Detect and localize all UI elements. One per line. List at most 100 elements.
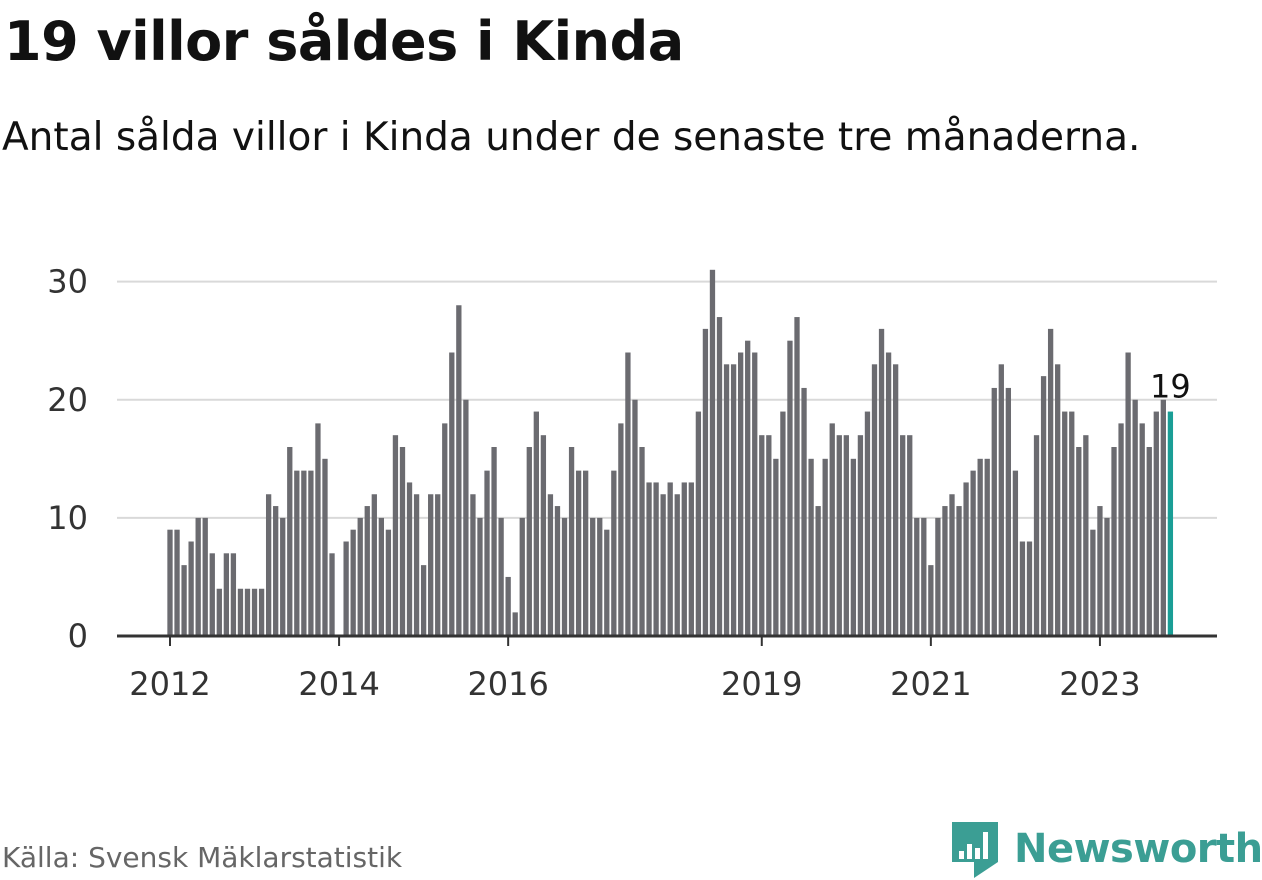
bar [265, 494, 272, 636]
bar [780, 411, 786, 636]
bar [639, 447, 645, 636]
bar [315, 423, 321, 637]
last-value-label: 19 [1150, 368, 1191, 406]
bar [470, 494, 476, 636]
bar [357, 517, 363, 637]
newsworthy-logo-icon [952, 822, 998, 878]
bar [1062, 411, 1068, 636]
bar [237, 588, 244, 636]
bar [491, 447, 497, 636]
bar [329, 553, 335, 636]
bar [1090, 529, 1096, 636]
bar [258, 588, 265, 636]
bar [195, 517, 201, 637]
bar [428, 494, 434, 636]
bar [1160, 399, 1166, 636]
bar [667, 482, 673, 636]
x-tick-label: 2014 [298, 665, 379, 703]
bar [871, 364, 878, 636]
bar [223, 553, 230, 636]
bar [1139, 423, 1145, 637]
bar [561, 517, 568, 637]
bar [442, 423, 448, 637]
bar [568, 447, 575, 636]
bar [822, 458, 828, 636]
bar [378, 517, 384, 637]
bar [1040, 376, 1047, 637]
bar [477, 517, 483, 637]
chart-title: 19 villor såldes i Kinda [4, 10, 684, 73]
bar [653, 482, 659, 636]
bar [745, 340, 751, 636]
bar [900, 435, 906, 636]
bar [864, 411, 871, 636]
bar [808, 458, 814, 636]
y-tick-label: 10 [47, 499, 88, 537]
bar [977, 458, 983, 636]
bar [484, 470, 490, 637]
bar [301, 470, 307, 637]
bar [554, 506, 561, 636]
bar [1005, 387, 1012, 636]
bar [512, 612, 518, 637]
y-tick-label: 20 [47, 381, 88, 419]
bar [498, 517, 504, 637]
bar [343, 541, 349, 636]
x-tick-label: 2016 [467, 665, 548, 703]
x-tick-label: 2021 [890, 665, 971, 703]
bar [1083, 435, 1089, 636]
bar [970, 470, 976, 637]
y-tick-label: 0 [68, 617, 88, 655]
bar [406, 482, 413, 636]
bar [216, 588, 222, 636]
bar-highlight [1167, 411, 1174, 636]
bar [794, 317, 800, 636]
bar [914, 517, 920, 637]
bar [998, 364, 1004, 636]
bar [435, 494, 441, 636]
bar [188, 541, 194, 636]
bar [519, 517, 525, 637]
bar [1125, 352, 1131, 636]
bar [907, 435, 913, 636]
bar [632, 399, 638, 636]
bar [575, 470, 582, 637]
newsworthy-logo[interactable]: Newsworthy [950, 818, 1262, 880]
bar [752, 352, 758, 636]
bar [505, 576, 511, 636]
bar [230, 553, 237, 636]
bar [829, 423, 835, 637]
bar [921, 517, 927, 637]
bar [547, 494, 554, 636]
bar [695, 411, 702, 636]
source-note: Källa: Svensk Mäklarstatistik [2, 841, 403, 874]
bar [371, 494, 377, 636]
bar [181, 565, 187, 637]
bar [1153, 411, 1159, 636]
bar [385, 529, 392, 636]
bar [674, 494, 680, 636]
bar [280, 517, 286, 637]
bar [392, 435, 399, 636]
bar [526, 447, 532, 636]
bar [625, 352, 631, 636]
bar [456, 305, 462, 636]
bar [597, 517, 603, 637]
bar [702, 328, 709, 637]
brand-name: Newsworthy [1014, 826, 1262, 872]
bar [857, 435, 864, 636]
bar [716, 317, 723, 636]
x-tick-label: 2023 [1059, 665, 1140, 703]
bar [709, 269, 716, 636]
bar [660, 494, 666, 636]
bar [350, 529, 356, 636]
bar [892, 364, 899, 636]
bar [1047, 328, 1054, 637]
y-tick-label: 30 [47, 263, 88, 301]
bar [308, 470, 314, 637]
bar [935, 517, 941, 637]
bar [611, 470, 617, 637]
bar [413, 494, 420, 636]
x-tick-label: 2019 [721, 665, 802, 703]
